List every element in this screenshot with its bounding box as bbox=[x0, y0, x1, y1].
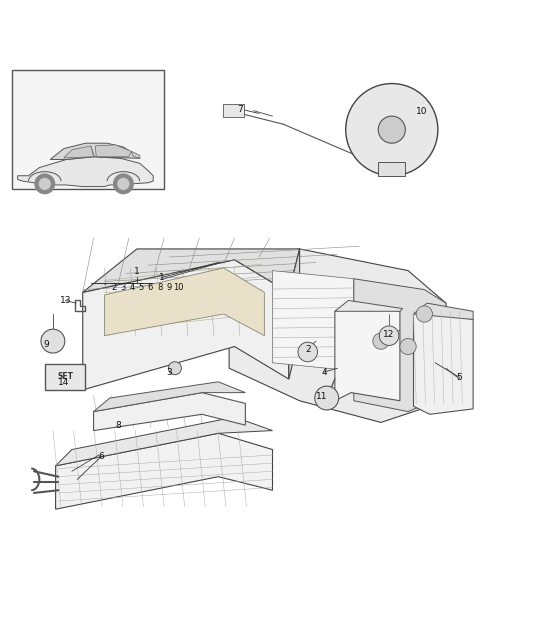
Text: 8: 8 bbox=[157, 283, 162, 291]
Circle shape bbox=[298, 342, 318, 362]
Circle shape bbox=[168, 362, 181, 375]
Text: 9: 9 bbox=[166, 283, 172, 291]
Circle shape bbox=[400, 338, 416, 355]
Polygon shape bbox=[83, 260, 289, 390]
Text: SET: SET bbox=[57, 372, 74, 381]
Polygon shape bbox=[105, 268, 264, 336]
Text: 2: 2 bbox=[305, 345, 311, 354]
Polygon shape bbox=[94, 382, 245, 411]
Circle shape bbox=[378, 116, 405, 143]
Text: 3: 3 bbox=[120, 283, 125, 291]
Circle shape bbox=[315, 386, 338, 410]
Polygon shape bbox=[131, 151, 140, 158]
Text: 6: 6 bbox=[99, 452, 105, 460]
Text: 1: 1 bbox=[159, 273, 164, 282]
Text: 7: 7 bbox=[237, 104, 243, 114]
Polygon shape bbox=[335, 303, 400, 401]
Polygon shape bbox=[414, 303, 473, 320]
Text: 10: 10 bbox=[416, 107, 427, 116]
Polygon shape bbox=[335, 300, 403, 311]
Text: 5: 5 bbox=[457, 373, 463, 382]
Text: 11: 11 bbox=[316, 392, 327, 401]
Text: 3: 3 bbox=[167, 367, 172, 377]
Polygon shape bbox=[272, 271, 354, 371]
Polygon shape bbox=[229, 249, 446, 423]
Circle shape bbox=[39, 178, 50, 189]
Circle shape bbox=[35, 174, 54, 193]
Text: 4: 4 bbox=[130, 283, 135, 291]
Text: 8: 8 bbox=[115, 421, 121, 430]
Polygon shape bbox=[289, 249, 300, 379]
Text: 10: 10 bbox=[173, 283, 184, 291]
Circle shape bbox=[118, 178, 129, 189]
FancyBboxPatch shape bbox=[378, 162, 405, 176]
Polygon shape bbox=[50, 143, 140, 160]
Circle shape bbox=[416, 306, 432, 322]
Polygon shape bbox=[64, 146, 94, 158]
Text: ': ' bbox=[104, 283, 106, 291]
Circle shape bbox=[41, 329, 65, 353]
Polygon shape bbox=[56, 417, 272, 466]
Circle shape bbox=[113, 174, 133, 193]
Text: 2: 2 bbox=[111, 283, 116, 291]
Circle shape bbox=[373, 333, 389, 349]
Text: 6: 6 bbox=[148, 283, 153, 291]
Polygon shape bbox=[354, 279, 446, 411]
Text: 5: 5 bbox=[138, 283, 144, 291]
FancyBboxPatch shape bbox=[222, 104, 244, 117]
Polygon shape bbox=[83, 249, 300, 292]
Text: 13: 13 bbox=[59, 296, 71, 305]
Polygon shape bbox=[94, 392, 245, 431]
FancyBboxPatch shape bbox=[12, 70, 164, 189]
Text: 12: 12 bbox=[383, 330, 395, 338]
Polygon shape bbox=[414, 311, 473, 414]
Polygon shape bbox=[95, 145, 131, 157]
Circle shape bbox=[379, 326, 399, 345]
Text: 1: 1 bbox=[134, 267, 140, 276]
Circle shape bbox=[346, 84, 438, 176]
Text: 9: 9 bbox=[43, 340, 49, 349]
FancyBboxPatch shape bbox=[45, 364, 86, 390]
Polygon shape bbox=[56, 433, 272, 509]
Text: 4: 4 bbox=[321, 367, 327, 377]
Text: 14: 14 bbox=[58, 378, 69, 387]
Polygon shape bbox=[17, 157, 153, 187]
